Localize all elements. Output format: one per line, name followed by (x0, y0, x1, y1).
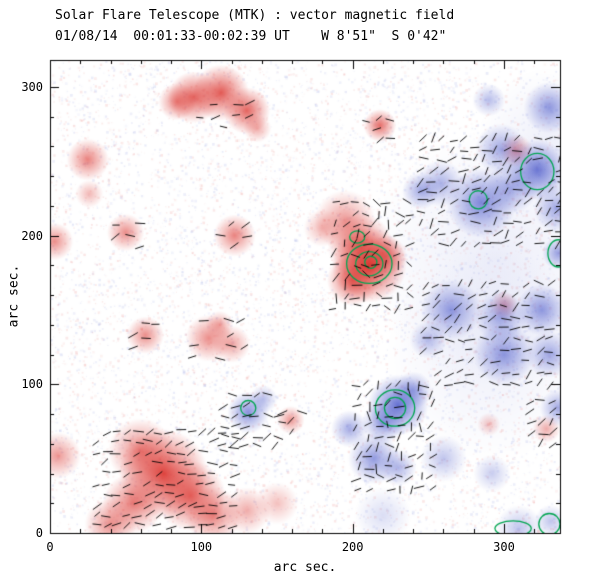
x-axis-tick-label: 100 (190, 540, 213, 554)
y-axis-tick-label: 0 (35, 526, 43, 540)
plot-subtitle: 01/08/14 00:01:33-00:02:39 UT W 8'51" S … (55, 29, 447, 44)
y-axis-tick-label: 100 (21, 377, 43, 392)
y-axis-label: arc sec. (6, 264, 22, 328)
plot-title: Solar Flare Telescope (MTK) : vector mag… (55, 8, 455, 23)
y-axis-tick-label: 200 (21, 228, 43, 243)
x-axis-tick-label: 200 (341, 540, 364, 554)
x-axis-label: arc sec. (273, 560, 337, 575)
y-axis-tick-label: 300 (21, 79, 43, 94)
x-axis-tick-label: 0 (46, 540, 54, 554)
x-axis-tick-label: 300 (493, 540, 515, 554)
